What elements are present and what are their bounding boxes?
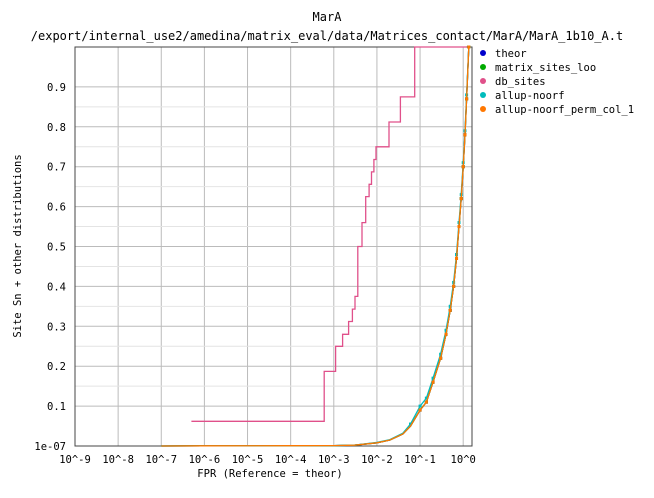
x-tick-label: 10^-7	[145, 454, 177, 466]
x-tick-label: 10^0	[451, 454, 476, 466]
legend-marker-allup-noorf	[480, 92, 486, 98]
data-point-allup-noorf_perm_col_1	[448, 308, 452, 312]
data-point-allup-noorf_perm_col_1	[467, 45, 471, 49]
chart-title: MarA	[313, 10, 343, 24]
y-tick-label: 0.9	[47, 82, 66, 94]
data-point-allup-noorf	[444, 328, 448, 332]
y-tick-label: 1e-07	[34, 441, 66, 453]
data-point-allup-noorf_perm_col_1	[463, 133, 467, 137]
grid-lines	[74, 47, 472, 446]
legend-label-matrix_sites_loo: matrix_sites_loo	[495, 62, 596, 74]
x-tick-label: 10^-8	[102, 454, 134, 466]
data-point-allup-noorf	[408, 422, 412, 426]
x-axis-label: FPR (Reference = theor)	[197, 468, 342, 480]
data-point-allup-noorf_perm_col_1	[418, 408, 422, 412]
x-tick-label: 10^-3	[318, 454, 350, 466]
x-tick-label: 10^-2	[361, 454, 393, 466]
data-point-allup-noorf	[431, 376, 435, 380]
data-point-allup-noorf_perm_col_1	[452, 284, 456, 288]
y-tick-label: 0.6	[47, 202, 66, 214]
data-point-allup-noorf	[418, 404, 422, 408]
legend-label-theor: theor	[495, 48, 527, 60]
y-tick-label: 0.2	[47, 361, 66, 373]
chart-subtitle: /export/internal_use2/amedina/matrix_eva…	[31, 29, 623, 43]
legend: theor matrix_sites_loo db_sites allup-noorf…	[480, 48, 634, 116]
legend-marker-allup-noorf_perm_col_1	[480, 106, 486, 112]
data-point-allup-noorf_perm_col_1	[455, 256, 459, 260]
legend-label-allup-noorf_perm_col_1: allup-noorf_perm_col_1	[495, 104, 634, 116]
x-tick-label: 10^-5	[232, 454, 264, 466]
series-line-db_sites	[191, 46, 467, 422]
y-tick-label: 0.1	[47, 401, 66, 413]
y-tick-label: 0.4	[47, 281, 66, 293]
legend-marker-matrix_sites_loo	[480, 64, 486, 70]
data-point-allup-noorf	[439, 352, 443, 356]
data-point-allup-noorf_perm_col_1	[465, 97, 469, 101]
x-tick-label: 10^-9	[59, 454, 91, 466]
legend-marker-theor	[480, 50, 486, 56]
y-axis-label: Site Sn + other distributions	[12, 154, 24, 337]
x-tick-label: 10^-1	[404, 454, 436, 466]
x-tick-label: 10^-6	[189, 454, 221, 466]
data-point-allup-noorf_perm_col_1	[461, 165, 465, 169]
y-tick-label: 0.8	[47, 122, 66, 134]
y-tick-labels: 1e-07 0.1 0.2 0.3 0.4 0.5 0.6 0.7 0.8 0.9	[34, 82, 66, 453]
data-point-allup-noorf_perm_col_1	[457, 225, 461, 229]
legend-label-allup-noorf: allup-noorf	[495, 90, 565, 102]
data-point-allup-noorf_perm_col_1	[439, 356, 443, 360]
y-tick-label: 0.5	[47, 242, 66, 254]
data-point-allup-noorf_perm_col_1	[459, 197, 463, 201]
x-tick-label: 10^-4	[275, 454, 307, 466]
data-point-allup-noorf_perm_col_1	[424, 400, 428, 404]
data-point-allup-noorf_perm_col_1	[431, 380, 435, 384]
data-point-allup-noorf	[424, 396, 428, 400]
series-lines	[161, 45, 471, 447]
x-tick-labels: 10^-9 10^-8 10^-7 10^-6 10^-5 10^-4 10^-3 10^-2…	[59, 454, 476, 466]
legend-label-db_sites: db_sites	[495, 76, 546, 88]
legend-marker-db_sites	[480, 78, 486, 84]
data-point-allup-noorf_perm_col_1	[444, 332, 448, 336]
y-tick-label: 0.7	[47, 162, 66, 174]
y-tick-label: 0.3	[47, 321, 66, 333]
